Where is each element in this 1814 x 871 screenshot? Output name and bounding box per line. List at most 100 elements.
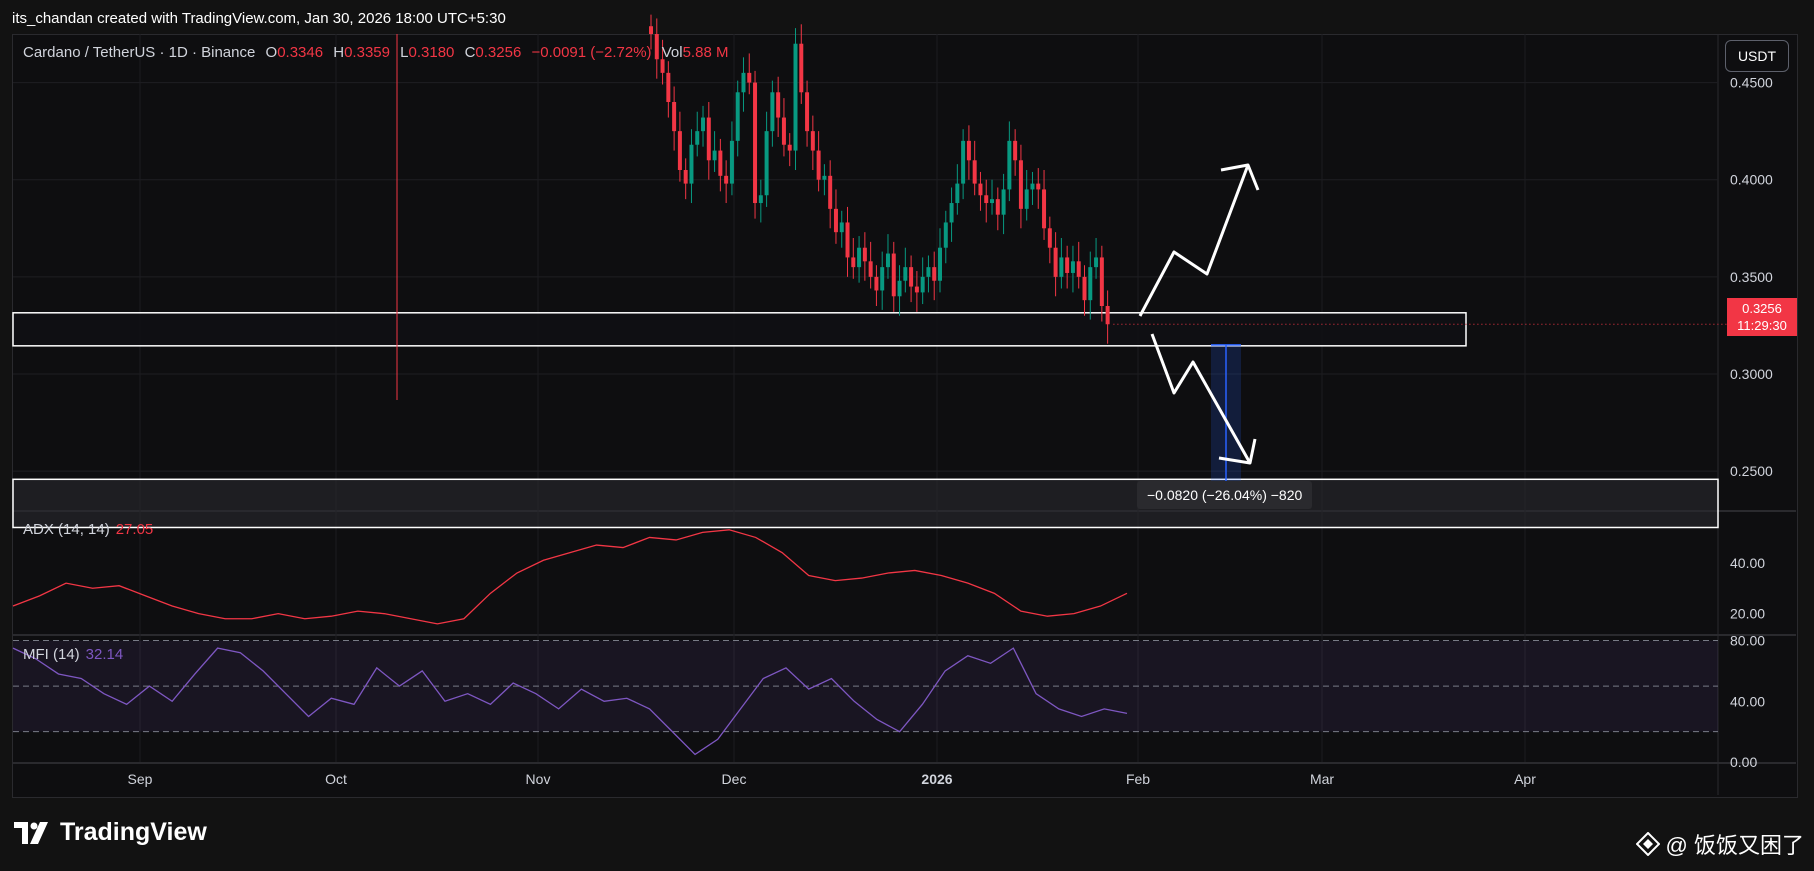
candle-body <box>833 208 838 233</box>
candle-body <box>822 175 827 180</box>
candle-body <box>862 247 867 262</box>
time-tick-label: Dec <box>722 771 747 787</box>
candle-body <box>701 117 706 132</box>
bearish-arrowhead <box>1218 438 1257 465</box>
candle-body <box>1036 183 1041 190</box>
candle-body <box>805 92 810 132</box>
candle-body <box>857 247 862 268</box>
high-value: 0.3359 <box>344 44 390 61</box>
candle-body <box>978 183 983 196</box>
candle-body <box>724 175 729 184</box>
open-label: O <box>265 44 278 61</box>
measure-label: −0.0820 (−26.04%) −820 <box>1137 481 1313 509</box>
candle-body <box>741 72 746 93</box>
time-tick-label: Oct <box>325 771 347 787</box>
candle-body <box>972 160 977 184</box>
candle-body <box>909 267 914 287</box>
candle-body <box>776 92 781 118</box>
candle-body <box>1053 247 1058 277</box>
time-tick-label: Sep <box>128 771 153 787</box>
candle-body <box>926 267 931 277</box>
change-value: −0.0091 (−2.72%) <box>531 44 652 61</box>
currency-button[interactable]: USDT <box>1725 40 1789 72</box>
candle-body <box>1030 183 1035 190</box>
candle-body <box>1001 189 1006 215</box>
candle-body <box>735 92 740 141</box>
candle-body <box>649 26 653 34</box>
adx-line <box>12 529 1128 625</box>
diamond-logo-icon <box>1635 832 1660 856</box>
candle-body <box>1018 160 1023 209</box>
vol-value: 5.88 M <box>682 44 729 61</box>
candle-body <box>1076 261 1081 277</box>
candle-body <box>1065 257 1070 273</box>
low-value: 0.3180 <box>408 44 455 61</box>
mfi-value: 32.14 <box>85 646 124 663</box>
tradingview-logo-text: TradingView <box>60 818 207 846</box>
bar-countdown: 11:29:30 <box>1737 318 1787 333</box>
candle-body <box>712 150 717 161</box>
last-price-label: 0.3256 11:29:30 <box>1727 298 1797 336</box>
chart-attribution: its_chandan created with TradingView.com… <box>12 10 506 27</box>
candle-body <box>1059 257 1064 277</box>
price-axis[interactable]: 0.4500 0.4000 0.3500 0.3000 0.2500 40.00 20.00… <box>1730 75 1773 770</box>
candle-body <box>1047 228 1052 248</box>
candle-body <box>1042 189 1047 229</box>
chart-frame[interactable] <box>12 34 1798 798</box>
mfi-line <box>12 647 1128 756</box>
candle-body <box>938 247 942 281</box>
time-tick-label: Feb <box>1126 771 1150 787</box>
symbol-name: Cardano / TetherUS · 1D · Binance <box>23 44 256 61</box>
high-label: H <box>333 44 345 61</box>
candle-body <box>920 276 925 293</box>
candle-body <box>885 253 890 268</box>
candle-body <box>1082 276 1087 301</box>
watermark: @ 饭饭又困了 <box>1635 828 1804 860</box>
candle-body <box>706 117 711 161</box>
price-tick-label: 0.3000 <box>1730 366 1773 382</box>
candle-body <box>990 199 995 204</box>
mfi-legend: MFI (14) 32.14 <box>23 646 123 663</box>
candle-body <box>781 117 786 145</box>
candle-body <box>949 203 954 223</box>
candle-body <box>799 43 804 93</box>
candle-body <box>1007 140 1012 190</box>
adx-tick-label: 40.00 <box>1730 555 1765 571</box>
candle-body <box>747 72 752 83</box>
watermark-text: @ 饭饭又困了 <box>1665 833 1804 858</box>
price-tick-label: 0.4000 <box>1730 172 1773 188</box>
time-tick-label: Apr <box>1514 771 1536 787</box>
tradingview-logo[interactable]: TradingView <box>14 818 207 847</box>
candle-body <box>874 276 879 291</box>
candle-body <box>961 140 966 184</box>
candle-body <box>880 267 885 291</box>
time-axis[interactable]: Sep Oct Nov Dec 2026 Feb Mar Apr <box>128 771 1537 787</box>
mfi-tick-label: 80.00 <box>1730 633 1765 649</box>
candle-body <box>718 150 723 176</box>
candle-body <box>672 102 677 132</box>
low-label: L <box>400 44 409 61</box>
mfi-pane <box>12 640 1718 756</box>
candle-body <box>955 183 960 204</box>
close-label: C <box>464 44 476 61</box>
price-tick-label: 0.4500 <box>1730 75 1773 91</box>
candle-body <box>1105 306 1110 325</box>
candle-body <box>984 195 989 204</box>
candle-body <box>932 267 937 281</box>
candle-body <box>810 131 815 151</box>
candle-body <box>689 144 694 184</box>
candle-body <box>995 199 1000 215</box>
drawing-overlays <box>396 34 1727 505</box>
candle-body <box>729 140 734 184</box>
candle-body <box>839 222 844 233</box>
adx-tick-label: 20.00 <box>1730 606 1765 622</box>
candle-body <box>816 150 821 180</box>
candle-body <box>770 92 775 132</box>
candle-body <box>758 195 763 204</box>
price-tick-label: 0.3500 <box>1730 269 1773 285</box>
candle-body <box>695 131 700 145</box>
target-zone <box>12 478 1719 529</box>
candle-body <box>787 144 792 151</box>
adx-value: 27.05 <box>115 521 154 538</box>
